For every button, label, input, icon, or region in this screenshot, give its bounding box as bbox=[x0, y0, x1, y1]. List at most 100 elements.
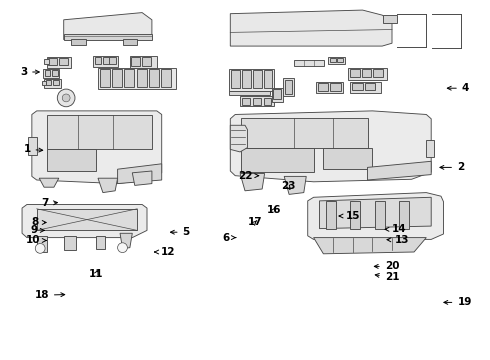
Bar bbox=[59, 58, 68, 65]
Polygon shape bbox=[375, 201, 385, 229]
Polygon shape bbox=[383, 15, 397, 23]
Polygon shape bbox=[284, 176, 306, 194]
Polygon shape bbox=[64, 236, 76, 250]
Text: 23: 23 bbox=[281, 181, 295, 192]
Text: 20: 20 bbox=[374, 261, 399, 271]
Bar bbox=[46, 80, 51, 85]
Bar bbox=[112, 69, 122, 87]
Polygon shape bbox=[350, 201, 360, 229]
Polygon shape bbox=[98, 68, 176, 89]
Polygon shape bbox=[47, 115, 152, 149]
Polygon shape bbox=[47, 149, 96, 171]
Polygon shape bbox=[308, 193, 443, 239]
Polygon shape bbox=[272, 88, 283, 102]
Polygon shape bbox=[39, 178, 59, 187]
Bar bbox=[273, 89, 281, 99]
Polygon shape bbox=[64, 34, 152, 40]
Bar bbox=[231, 70, 240, 88]
Bar bbox=[124, 69, 134, 87]
Polygon shape bbox=[120, 233, 132, 248]
Text: 22: 22 bbox=[238, 171, 259, 181]
Polygon shape bbox=[348, 68, 387, 80]
Polygon shape bbox=[294, 60, 324, 66]
Bar bbox=[373, 69, 383, 77]
Bar bbox=[95, 57, 101, 64]
Polygon shape bbox=[319, 197, 431, 229]
Text: 2: 2 bbox=[440, 162, 464, 172]
Text: 3: 3 bbox=[20, 67, 39, 77]
Bar bbox=[242, 98, 250, 105]
Polygon shape bbox=[229, 69, 274, 91]
Bar bbox=[42, 81, 46, 85]
Circle shape bbox=[35, 243, 45, 253]
Polygon shape bbox=[426, 140, 434, 157]
Text: 6: 6 bbox=[223, 233, 236, 243]
Bar bbox=[52, 70, 58, 76]
Bar bbox=[350, 69, 360, 77]
Bar bbox=[109, 57, 116, 64]
Text: 8: 8 bbox=[32, 217, 46, 228]
Polygon shape bbox=[32, 111, 162, 184]
Bar bbox=[253, 70, 262, 88]
Bar bbox=[131, 57, 140, 66]
Bar bbox=[362, 69, 371, 77]
Bar bbox=[318, 83, 328, 91]
Bar bbox=[48, 58, 57, 65]
Bar bbox=[330, 83, 341, 91]
Text: 17: 17 bbox=[247, 217, 262, 228]
Polygon shape bbox=[368, 161, 431, 180]
Circle shape bbox=[62, 94, 70, 102]
Polygon shape bbox=[399, 201, 409, 229]
Bar bbox=[45, 70, 50, 76]
Polygon shape bbox=[130, 56, 157, 68]
Bar bbox=[337, 58, 343, 62]
Polygon shape bbox=[64, 13, 152, 40]
Text: 9: 9 bbox=[31, 225, 44, 235]
Text: 14: 14 bbox=[385, 224, 407, 234]
Polygon shape bbox=[326, 201, 336, 229]
Bar bbox=[253, 98, 261, 105]
Bar bbox=[122, 39, 137, 45]
Bar bbox=[100, 69, 110, 87]
Bar bbox=[352, 83, 363, 90]
Text: 10: 10 bbox=[26, 235, 47, 246]
Text: 15: 15 bbox=[339, 211, 360, 221]
Text: 11: 11 bbox=[89, 269, 103, 279]
Polygon shape bbox=[241, 118, 368, 148]
Polygon shape bbox=[132, 171, 152, 185]
Polygon shape bbox=[28, 137, 37, 155]
Polygon shape bbox=[241, 148, 314, 172]
Polygon shape bbox=[37, 236, 47, 252]
Bar bbox=[103, 57, 110, 64]
Polygon shape bbox=[22, 204, 147, 238]
Polygon shape bbox=[93, 56, 118, 67]
Text: 21: 21 bbox=[375, 272, 399, 282]
Circle shape bbox=[57, 89, 75, 107]
Polygon shape bbox=[240, 174, 265, 191]
Text: 12: 12 bbox=[154, 247, 175, 257]
Bar bbox=[285, 80, 292, 94]
Bar bbox=[53, 80, 59, 85]
Bar bbox=[71, 39, 86, 45]
Text: 4: 4 bbox=[447, 83, 469, 93]
Text: 16: 16 bbox=[267, 204, 282, 215]
Polygon shape bbox=[98, 178, 118, 193]
Circle shape bbox=[118, 243, 127, 253]
Polygon shape bbox=[230, 111, 431, 182]
Polygon shape bbox=[240, 96, 274, 106]
Polygon shape bbox=[314, 238, 426, 254]
Polygon shape bbox=[230, 10, 392, 46]
Text: 13: 13 bbox=[387, 235, 409, 246]
Polygon shape bbox=[316, 82, 343, 93]
Polygon shape bbox=[350, 82, 381, 93]
Polygon shape bbox=[229, 91, 270, 95]
Text: 1: 1 bbox=[24, 144, 43, 154]
Polygon shape bbox=[323, 148, 372, 169]
Text: 7: 7 bbox=[41, 198, 57, 208]
Bar bbox=[44, 59, 49, 64]
Bar bbox=[137, 69, 147, 87]
Bar bbox=[330, 58, 336, 62]
Bar bbox=[264, 70, 272, 88]
Bar bbox=[149, 69, 159, 87]
Polygon shape bbox=[230, 125, 247, 152]
